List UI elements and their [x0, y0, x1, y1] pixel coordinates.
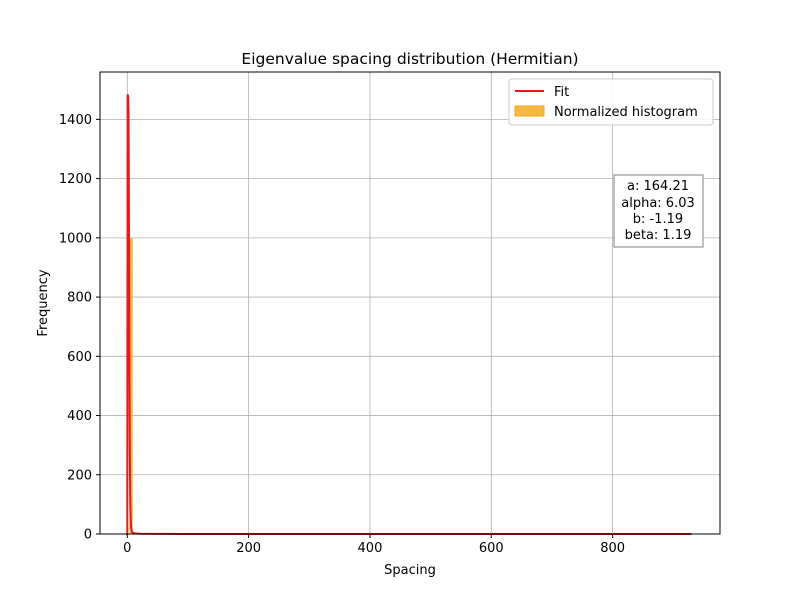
fit-param-b: b: -1.19: [633, 212, 683, 227]
plot-area: 0 200 400 600 800 0 200 400 600 800 1000 1200 1400: [59, 71, 721, 556]
y-tick-label: 1000: [59, 231, 92, 246]
y-tick-label: 200: [67, 468, 92, 483]
axes-background: [100, 72, 720, 534]
x-tick-label: 600: [479, 541, 504, 556]
y-axis-label: Frequency: [36, 269, 51, 336]
y-tick-label: 800: [67, 291, 92, 306]
x-axis-label: Spacing: [384, 563, 436, 578]
fit-param-alpha: alpha: 6.03: [621, 196, 695, 211]
fit-param-beta: beta: 1.19: [625, 228, 692, 243]
x-tick-label: 200: [236, 541, 261, 556]
x-tick-label: 0: [123, 541, 131, 556]
legend-histogram-label: Normalized histogram: [554, 105, 698, 120]
y-axis-ticks: 0 200 400 600 800 1000 1200 1400: [59, 113, 100, 543]
fit-parameters-box: a: 164.21 alpha: 6.03 b: -1.19 beta: 1.1…: [613, 174, 704, 248]
legend-histogram-swatch: [514, 105, 545, 117]
y-tick-label: 0: [84, 528, 92, 543]
axes-frame: [99, 71, 721, 535]
chart-title: Eigenvalue spacing distribution (Hermiti…: [241, 50, 578, 68]
legend-fit-label: Fit: [554, 85, 569, 100]
y-tick-label: 1400: [59, 113, 92, 128]
y-tick-label: 400: [67, 409, 92, 424]
fit-parameters-frame: [613, 174, 704, 248]
y-tick-label: 1200: [59, 172, 92, 187]
histogram-bar: [129, 237, 133, 534]
x-tick-label: 400: [358, 541, 383, 556]
fit-param-a: a: 164.21: [627, 179, 689, 194]
x-tick-label: 800: [600, 541, 625, 556]
legend-box: [508, 78, 714, 126]
y-tick-label: 600: [67, 350, 92, 365]
x-axis-ticks: 0 200 400 600 800: [123, 534, 625, 556]
legend: Fit Normalized histogram: [508, 78, 714, 126]
